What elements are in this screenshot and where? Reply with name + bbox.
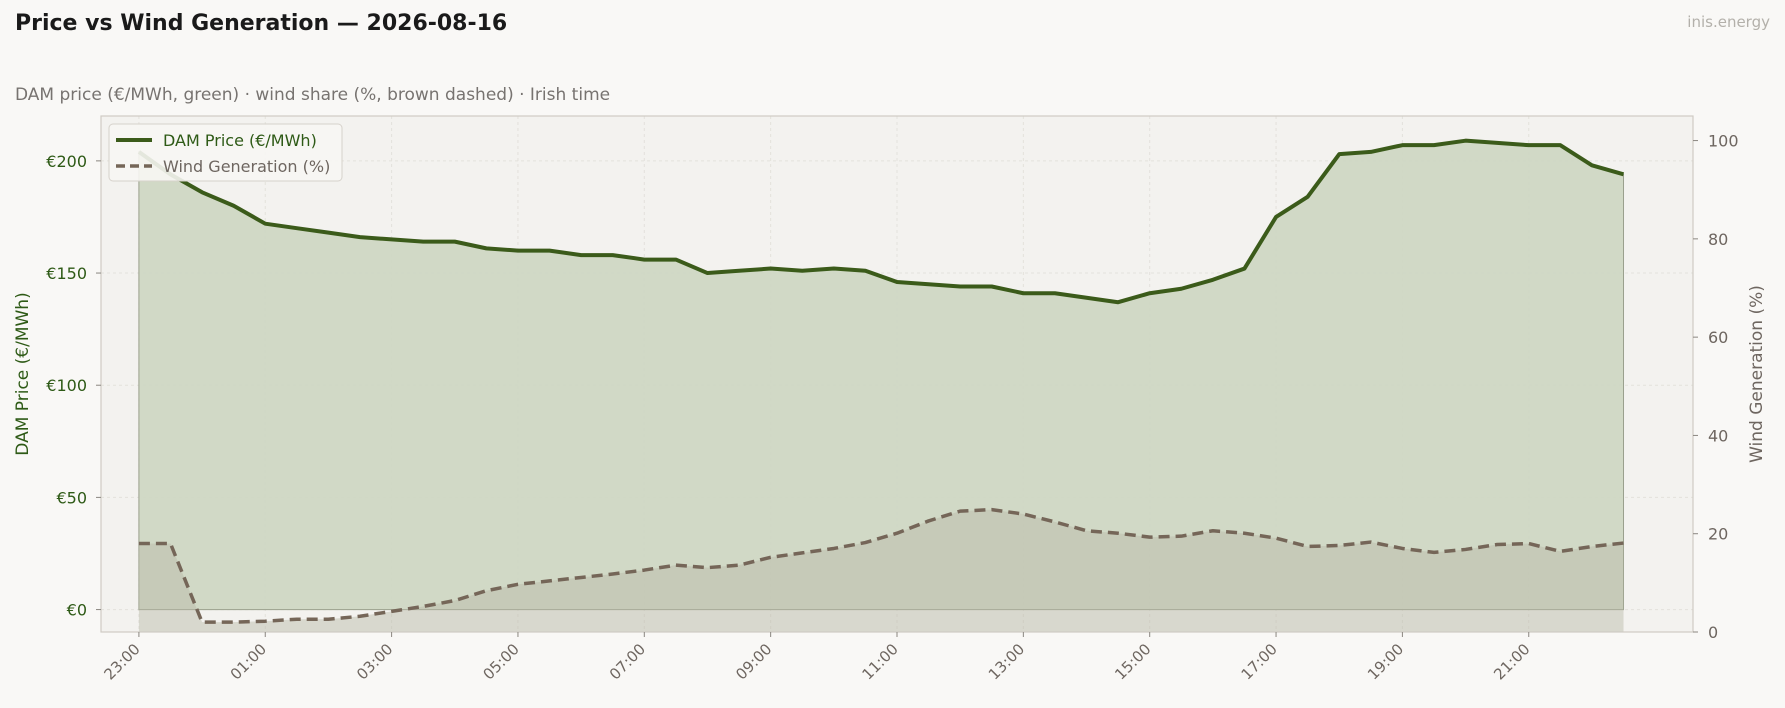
left-axis-ticks: €0 €50 €100 €150 €200: [46, 152, 101, 620]
wind-area: [138, 509, 1624, 632]
legend: DAM Price (€/MWh) Wind Generation (%): [108, 123, 343, 182]
right-tick-label: 0: [1708, 623, 1718, 642]
left-tick-label: €50: [56, 488, 87, 507]
x-tick-label: 21:00: [1490, 640, 1533, 683]
legend-label-price: DAM Price (€/MWh): [163, 131, 317, 150]
x-tick-label: 11:00: [859, 640, 902, 683]
x-tick-label: 13:00: [985, 640, 1028, 683]
right-tick-label: 40: [1708, 426, 1728, 445]
left-tick-label: €0: [67, 601, 87, 620]
x-tick-label: 19:00: [1364, 640, 1407, 683]
x-axis-ticks: 23:00 01:00 03:00 05:00 07:00 09:00 11:00 13:00…: [100, 632, 1534, 683]
x-tick-label: 17:00: [1238, 640, 1281, 683]
right-tick-label: 80: [1708, 230, 1728, 249]
right-tick-label: 20: [1708, 525, 1728, 544]
right-axis-ticks: 0 20 40 60 80 100: [1693, 132, 1739, 642]
left-axis-label: DAM Price (€/MWh): [13, 292, 33, 455]
left-tick-label: €150: [46, 264, 87, 283]
x-tick-label: 23:00: [100, 640, 143, 683]
chart-subtitle: DAM price (€/MWh, green) · wind share (%…: [15, 85, 611, 105]
price-line: [137, 138, 1625, 305]
right-tick-label: 100: [1708, 132, 1739, 151]
legend-label-wind: Wind Generation (%): [163, 157, 330, 176]
legend-box: [108, 123, 343, 182]
series-lines: [137, 138, 1625, 624]
chart-title: Price vs Wind Generation — 2026-08-16: [15, 11, 508, 36]
left-tick-label: €100: [46, 376, 87, 395]
x-tick-label: 07:00: [606, 640, 649, 683]
x-tick-label: 03:00: [353, 640, 396, 683]
left-tick-label: €200: [46, 152, 87, 171]
right-tick-label: 60: [1708, 328, 1728, 347]
right-axis-label: Wind Generation (%): [1747, 285, 1767, 463]
x-tick-label: 09:00: [732, 640, 775, 683]
wind-line: [138, 507, 1624, 624]
x-tick-label: 15:00: [1111, 640, 1154, 683]
x-tick-label: 01:00: [227, 640, 270, 683]
x-tick-label: 05:00: [479, 640, 522, 683]
brand-label: inis.energy: [1687, 13, 1770, 31]
